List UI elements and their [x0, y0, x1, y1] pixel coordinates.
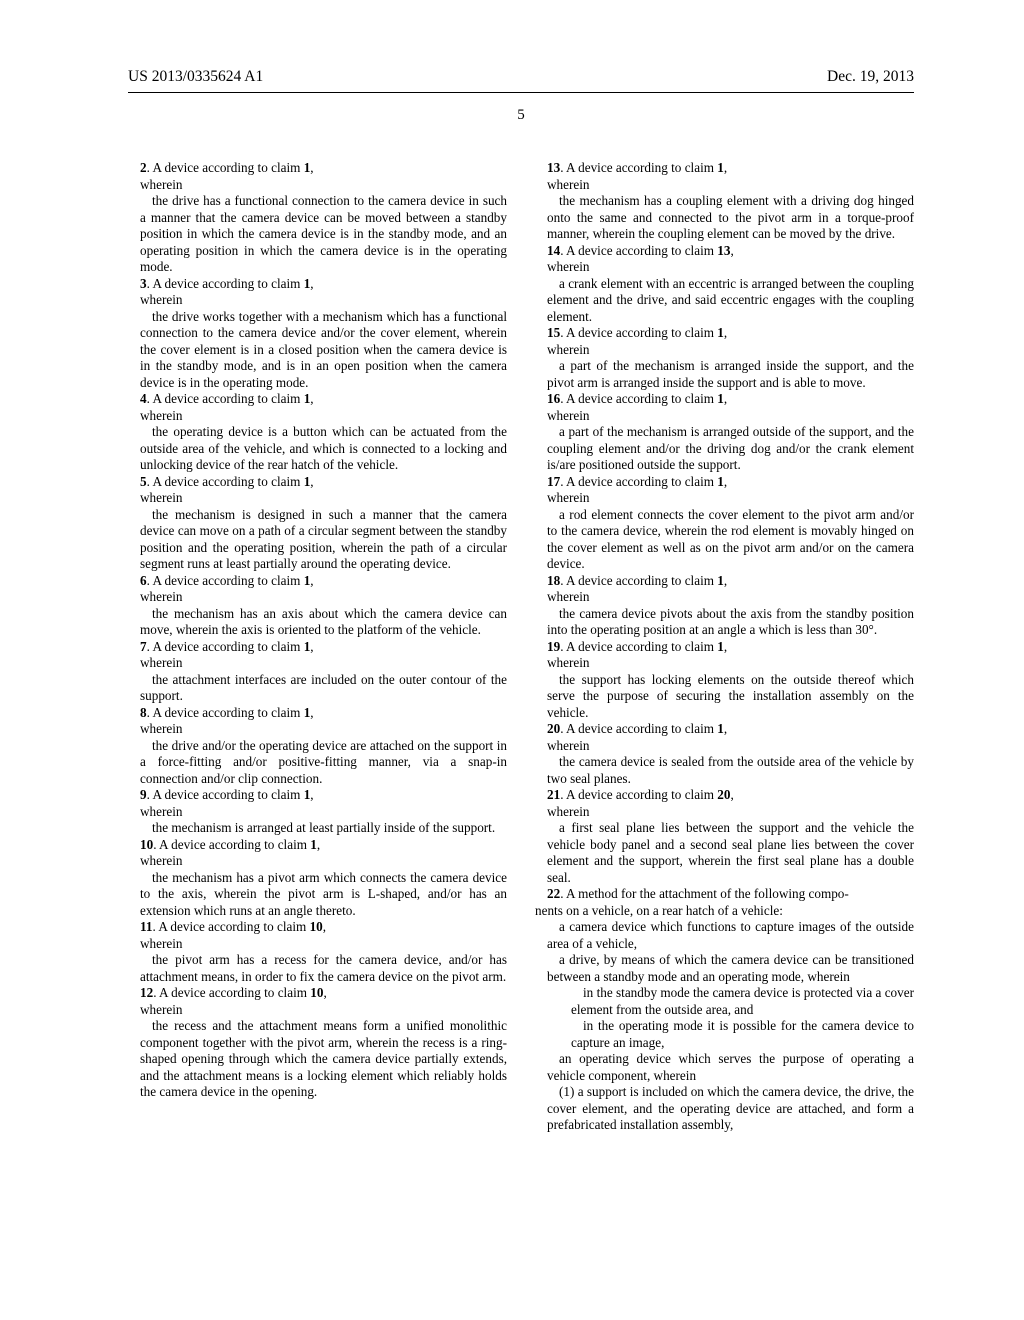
claim-5-body: the mechanism is designed in such a mann… — [140, 507, 507, 573]
publication-number: US 2013/0335624 A1 — [128, 68, 263, 86]
claim-7-lead: 7. A device according to claim 1, — [128, 639, 507, 656]
claim-18-body: the camera device pivots about the axis … — [547, 606, 914, 639]
claim-2-lead: 2. A device according to claim 1, — [128, 160, 507, 177]
claim-13-lead: 13. A device according to claim 1, — [535, 160, 914, 177]
claim-7-wherein: wherein — [128, 655, 507, 672]
claim-9-lead: 9. A device according to claim 1, — [128, 787, 507, 804]
claim-5-lead: 5. A device according to claim 1, — [128, 474, 507, 491]
claim-11-body: the pivot arm has a recess for the camer… — [140, 952, 507, 985]
claim-12-body: the recess and the attachment means form… — [140, 1018, 507, 1101]
claim-9-body: the mechanism is arranged at least parti… — [140, 820, 507, 837]
page-number: 5 — [128, 107, 914, 124]
page-header: US 2013/0335624 A1 Dec. 19, 2013 — [128, 68, 914, 86]
left-column: 2. A device according to claim 1, wherei… — [128, 160, 507, 1134]
publication-date: Dec. 19, 2013 — [827, 68, 914, 86]
claim-17-wherein: wherein — [535, 490, 914, 507]
claim-14-wherein: wherein — [535, 259, 914, 276]
claim-22-b4: (1) a support is included on which the c… — [547, 1084, 914, 1134]
claim-16-wherein: wherein — [535, 408, 914, 425]
claim-8-lead: 8. A device according to claim 1, — [128, 705, 507, 722]
claim-2-wherein: wherein — [128, 177, 507, 194]
claim-7-body: the attachment interfaces are included o… — [140, 672, 507, 705]
claim-21-wherein: wherein — [535, 804, 914, 821]
claim-10-lead: 10. A device according to claim 1, — [128, 837, 507, 854]
claim-8-wherein: wherein — [128, 721, 507, 738]
claim-19-lead: 19. A device according to claim 1, — [535, 639, 914, 656]
claim-19-wherein: wherein — [535, 655, 914, 672]
claim-18-lead: 18. A device according to claim 1, — [535, 573, 914, 590]
claim-19-body: the support has locking elements on the … — [547, 672, 914, 722]
claim-22-b2b: in the operating mode it is possible for… — [571, 1018, 914, 1051]
claim-20-body: the camera device is sealed from the out… — [547, 754, 914, 787]
claim-8-body: the drive and/or the operating device ar… — [140, 738, 507, 788]
claim-17-body: a rod element connects the cover element… — [547, 507, 914, 573]
claim-6-lead: 6. A device according to claim 1, — [128, 573, 507, 590]
claim-15-wherein: wherein — [535, 342, 914, 359]
claim-4-lead: 4. A device according to claim 1, — [128, 391, 507, 408]
claim-10-wherein: wherein — [128, 853, 507, 870]
claim-22-intro2: nents on a vehicle, on a rear hatch of a… — [535, 903, 914, 920]
claim-20-wherein: wherein — [535, 738, 914, 755]
claim-22-b2: a drive, by means of which the camera de… — [547, 952, 914, 985]
claim-16-body: a part of the mechanism is arranged outs… — [547, 424, 914, 474]
claim-3-lead: 3. A device according to claim 1, — [128, 276, 507, 293]
claim-15-body: a part of the mechanism is arranged insi… — [547, 358, 914, 391]
claim-12-wherein: wherein — [128, 1002, 507, 1019]
claim-3-body: the drive works together with a mechanis… — [140, 309, 507, 392]
claim-2-body: the drive has a functional connection to… — [140, 193, 507, 276]
claim-21-body: a first seal plane lies between the supp… — [547, 820, 914, 886]
claim-4-body: the operating device is a button which c… — [140, 424, 507, 474]
claim-16-lead: 16. A device according to claim 1, — [535, 391, 914, 408]
claim-17-lead: 17. A device according to claim 1, — [535, 474, 914, 491]
claim-4-wherein: wherein — [128, 408, 507, 425]
claim-21-lead: 21. A device according to claim 20, — [535, 787, 914, 804]
claim-10-body: the mechanism has a pivot arm which conn… — [140, 870, 507, 920]
claim-6-wherein: wherein — [128, 589, 507, 606]
claim-22-b1: a camera device which functions to captu… — [547, 919, 914, 952]
claim-20-lead: 20. A device according to claim 1, — [535, 721, 914, 738]
claim-13-body: the mechanism has a coupling element wit… — [547, 193, 914, 243]
claim-22-b2a: in the standby mode the camera device is… — [571, 985, 914, 1018]
right-column: 13. A device according to claim 1, where… — [535, 160, 914, 1134]
claim-18-wherein: wherein — [535, 589, 914, 606]
claim-13-wherein: wherein — [535, 177, 914, 194]
claim-15-lead: 15. A device according to claim 1, — [535, 325, 914, 342]
claim-5-wherein: wherein — [128, 490, 507, 507]
claim-6-body: the mechanism has an axis about which th… — [140, 606, 507, 639]
claim-14-body: a crank element with an eccentric is arr… — [547, 276, 914, 326]
claim-22-intro1: 22. A method for the attachment of the f… — [535, 886, 914, 903]
claim-11-wherein: wherein — [128, 936, 507, 953]
claim-3-wherein: wherein — [128, 292, 507, 309]
claim-14-lead: 14. A device according to claim 13, — [535, 243, 914, 260]
header-divider — [128, 92, 914, 93]
claim-12-lead: 12. A device according to claim 10, — [128, 985, 507, 1002]
claim-22-b3: an operating device which serves the pur… — [547, 1051, 914, 1084]
claim-9-wherein: wherein — [128, 804, 507, 821]
claim-11-lead: 11. A device according to claim 10, — [128, 919, 507, 936]
body-columns: 2. A device according to claim 1, wherei… — [128, 160, 914, 1134]
